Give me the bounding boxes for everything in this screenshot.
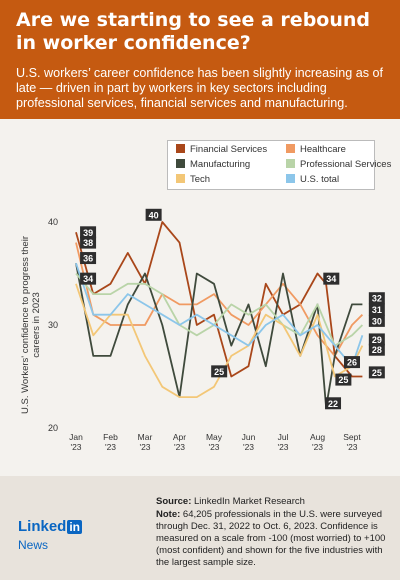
legend-label: Manufacturing [190, 159, 251, 170]
series-line-u-s-total [75, 262, 364, 368]
source-label: Source: [156, 496, 192, 507]
y-tick-label: 20 [48, 423, 58, 433]
x-tick-label: Feb [103, 432, 118, 442]
data-label-box [368, 303, 385, 316]
data-label-box [323, 272, 340, 285]
data-label: 39 [83, 228, 93, 238]
x-tick-sublabel: '23 [312, 442, 323, 452]
y-tick-label: 40 [48, 217, 58, 227]
y-axis-label-line: U.S. Workers' confidence to progress the… [20, 236, 31, 414]
data-label-box [335, 373, 352, 386]
note-label: Note: [156, 509, 181, 520]
x-tick-sublabel: '23 [208, 442, 219, 452]
x-tick-label: Jul [278, 432, 289, 442]
data-label: 36 [83, 254, 93, 264]
data-label: 31 [372, 305, 382, 315]
chart-subtitle: U.S. workers’ career confidence has been… [16, 66, 384, 110]
footer: Linked in News [0, 476, 400, 580]
x-tick-label: Aug [310, 432, 325, 442]
data-label: 29 [372, 335, 382, 345]
legend-label: Healthcare [300, 144, 346, 155]
x-tick-label: Jun [242, 432, 256, 442]
note-text: Note: 64,205 professionals in the U.S. w… [156, 509, 392, 569]
data-label: 26 [347, 358, 357, 368]
data-label-box [211, 365, 228, 378]
data-label-box [368, 343, 385, 356]
y-tick-label: 30 [48, 320, 58, 330]
data-label: 30 [372, 316, 382, 326]
chart-title: Are we starting to see a rebound in work… [16, 9, 370, 54]
data-label-box [80, 226, 97, 239]
data-label: 25 [338, 375, 348, 385]
source-value: LinkedIn Market Research [194, 496, 305, 507]
data-label-box [368, 314, 385, 327]
logo-word: Linked [18, 518, 67, 535]
data-label: 40 [149, 210, 159, 220]
x-tick-label: Apr [173, 432, 186, 442]
legend-item: Healthcare [286, 144, 346, 155]
data-label-box [80, 252, 97, 265]
legend-item: Manufacturing [176, 159, 250, 170]
legend-swatch [286, 174, 295, 183]
data-label-box [368, 292, 385, 305]
data-label-box [344, 356, 360, 369]
legend-item: Tech [176, 174, 210, 185]
note-value: 64,205 professionals in the U.S. were su… [156, 509, 386, 568]
legend-swatch [176, 174, 185, 183]
x-tick-label: Mar [138, 432, 153, 442]
x-tick-sublabel: '23 [70, 442, 81, 452]
logo-in-badge: in [67, 520, 83, 534]
data-label: 28 [372, 345, 382, 355]
y-axis-label-line: careers in 2023 [31, 292, 42, 357]
data-label: 22 [328, 399, 338, 409]
x-tick-sublabel: '23 [105, 442, 116, 452]
source-text: Source: LinkedIn Market Research [156, 496, 392, 508]
data-label: 25 [214, 367, 224, 377]
legend-swatch [286, 159, 295, 168]
legend-label: U.S. total [300, 174, 340, 185]
legend-swatch [176, 144, 185, 153]
y-axis-label: U.S. Workers' confidence to progress the… [20, 236, 42, 414]
logo-news: News [18, 538, 49, 552]
x-tick-sublabel: '23 [346, 442, 357, 452]
legend-label: Financial Services [190, 144, 268, 155]
data-label-box [325, 397, 342, 410]
data-label: 25 [372, 368, 382, 378]
x-tick-label: May [206, 432, 223, 442]
x-tick-label: Jan [69, 432, 83, 442]
legend-item: Professional Services [286, 159, 391, 170]
x-tick-label: Sept [343, 432, 361, 442]
data-label-box [368, 333, 385, 346]
data-label-box [145, 208, 162, 221]
legend-swatch [286, 144, 295, 153]
data-label: 32 [372, 294, 382, 304]
legend-label: Tech [190, 174, 211, 185]
legend-item: Financial Services [176, 144, 267, 155]
line-chart: U.S. Workers' confidence to progress the… [20, 208, 385, 452]
data-label: 38 [83, 238, 93, 248]
legend: Financial Services Healthcare Manufacturin… [167, 140, 391, 190]
x-tick-sublabel: '23 [277, 442, 288, 452]
data-label-box [80, 272, 97, 285]
legend-item: U.S. total [286, 174, 339, 185]
x-tick-sublabel: '23 [174, 442, 185, 452]
series-line-professional-services [75, 272, 364, 347]
legend-swatch [176, 159, 185, 168]
legend-label: Professional Services [300, 159, 392, 170]
data-label: 34 [83, 274, 93, 284]
x-tick-sublabel: '23 [139, 442, 150, 452]
header-banner: Are we starting to see a rebound in work… [0, 0, 400, 119]
linkedin-news-logo: Linked in News [18, 516, 83, 552]
x-tick-sublabel: '23 [243, 442, 254, 452]
data-label: 34 [326, 274, 336, 284]
data-label-box [368, 366, 385, 379]
data-label-box [80, 236, 97, 249]
